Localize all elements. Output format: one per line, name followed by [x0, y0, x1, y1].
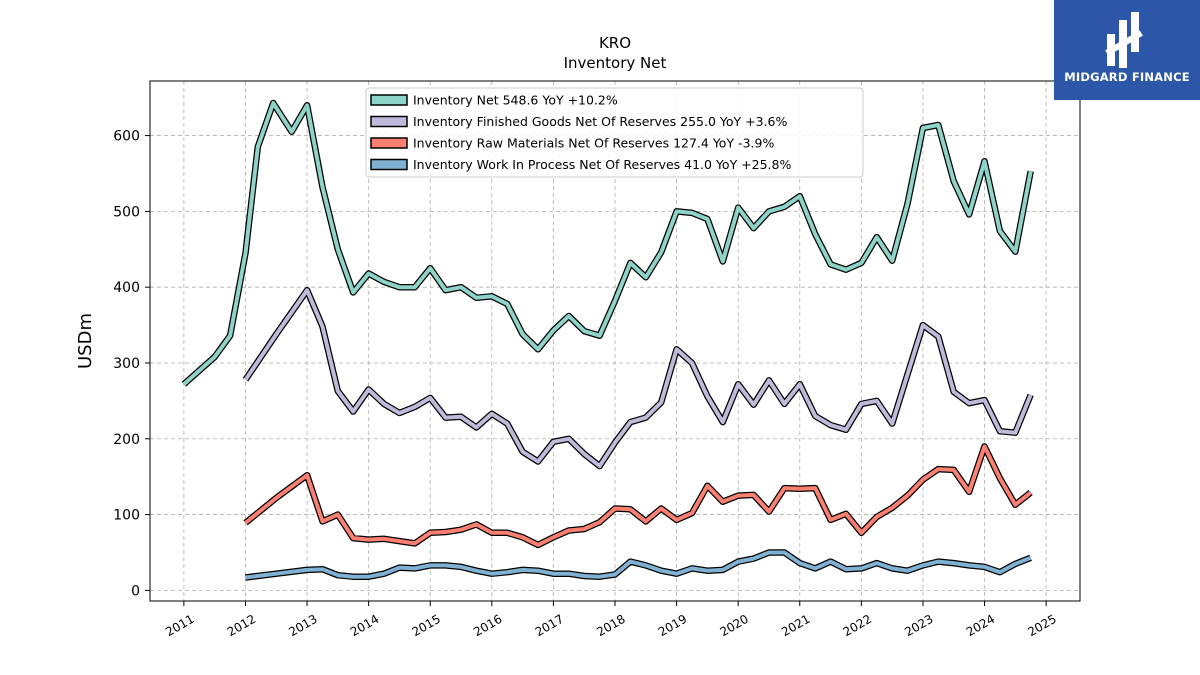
series-line — [182, 101, 1033, 386]
series-line-outline — [243, 443, 1033, 549]
brand-logo: MIDGARD FINANCE — [1054, 0, 1200, 100]
x-tick-label: 2018 — [594, 612, 627, 639]
y-tick-label: 600 — [113, 129, 140, 145]
x-tick-label: 2016 — [471, 612, 504, 639]
legend-swatch — [370, 137, 408, 149]
legend-swatch — [370, 115, 408, 128]
x-tick-label: 2012 — [225, 612, 258, 639]
series-line — [243, 288, 1033, 469]
series-line — [245, 550, 1032, 580]
midgard-logo-icon — [1105, 12, 1143, 68]
x-tick-label: 2013 — [286, 612, 319, 639]
x-tick-label: 2023 — [902, 612, 935, 639]
x-tick-label: 2015 — [410, 612, 443, 639]
legend-entry: Inventory Net 548.6 YoY +10.2% — [413, 93, 618, 108]
chart-subtitle: Inventory Net — [564, 54, 667, 72]
x-tick-label: 2020 — [717, 612, 750, 639]
y-axis-label: USDm — [75, 313, 96, 369]
chart-title: KRO — [599, 34, 631, 52]
legend-entry: Inventory Finished Goods Net Of Reserves… — [413, 114, 787, 129]
y-tick-label: 0 — [131, 583, 140, 599]
y-tick-label: 200 — [113, 432, 140, 448]
legend-box — [365, 87, 864, 178]
x-tick-label: 2011 — [163, 612, 196, 639]
series-line-outline — [242, 286, 1034, 470]
legend-swatch — [370, 158, 408, 171]
legend: Inventory Net 548.6 YoY +10.2% Inventory … — [365, 87, 864, 178]
legend-entry: Inventory Raw Materials Net Of Reserves … — [413, 136, 774, 151]
series-0 — [181, 99, 1034, 387]
x-tick-label: 2017 — [533, 612, 566, 639]
x-tick-label: 2014 — [348, 612, 381, 639]
y-tick-label: 500 — [113, 204, 140, 220]
legend-swatch — [370, 94, 408, 106]
series-line — [244, 444, 1032, 547]
x-tick-label: 2025 — [1025, 612, 1058, 639]
legend-entry: Inventory Work In Process Net Of Reserve… — [413, 157, 791, 172]
series-1 — [242, 286, 1034, 470]
series-lines — [181, 99, 1034, 581]
y-tick-label: 400 — [113, 280, 140, 296]
x-tick-label: 2024 — [964, 612, 997, 639]
x-tick-label: 2019 — [656, 612, 689, 639]
series-2 — [243, 443, 1033, 549]
y-tick-label: 100 — [113, 508, 140, 524]
x-axis: 2011 2012 2013 2014 2015 2016 2017 2018 2019 2020… — [163, 601, 1059, 639]
brand-name: MIDGARD FINANCE — [1064, 70, 1190, 84]
y-tick-label: 300 — [113, 356, 140, 372]
x-tick-label: 2021 — [779, 612, 812, 639]
series-3 — [245, 549, 1032, 581]
x-tick-label: 2022 — [841, 612, 874, 639]
y-axis: 0 100 200 300 400 500 600 — [113, 129, 150, 599]
